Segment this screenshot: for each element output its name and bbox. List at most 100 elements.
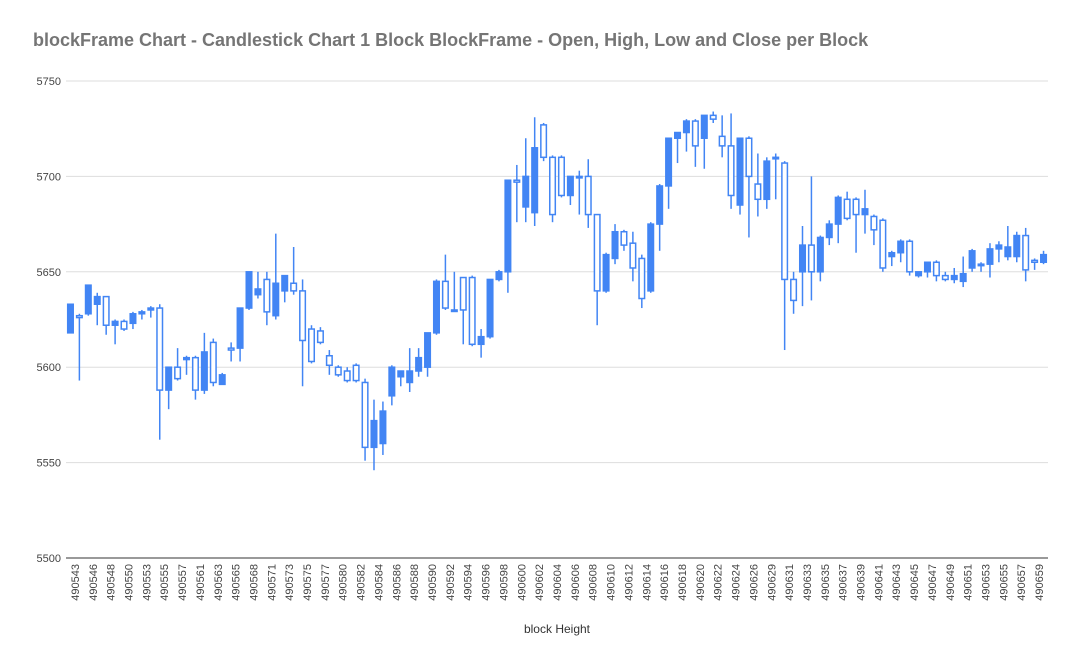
candle-body-rising xyxy=(370,419,378,449)
candle xyxy=(1040,250,1048,265)
candle xyxy=(424,332,432,377)
x-tick-label: 490604 xyxy=(552,564,564,601)
candle xyxy=(120,319,128,331)
candle xyxy=(950,267,958,284)
candle xyxy=(111,319,119,345)
candle xyxy=(691,119,699,167)
candle xyxy=(361,378,369,461)
candle-body-falling xyxy=(361,381,369,449)
candle xyxy=(700,114,708,169)
candle xyxy=(1022,227,1030,282)
candle xyxy=(334,365,342,377)
x-tick-label: 490651 xyxy=(963,564,975,601)
candle xyxy=(870,214,878,246)
x-tick-label: 490624 xyxy=(731,564,743,601)
candle xyxy=(807,176,815,301)
candle xyxy=(379,401,387,455)
candle-body-rising xyxy=(272,282,280,317)
candle xyxy=(798,226,807,307)
candle xyxy=(441,254,449,310)
candle xyxy=(575,170,583,215)
x-tick-label: 490635 xyxy=(820,564,832,601)
candle-body-falling xyxy=(75,314,83,319)
x-tick-label: 490631 xyxy=(784,564,796,601)
candle xyxy=(495,269,503,282)
candle xyxy=(263,271,271,326)
candle xyxy=(834,195,842,244)
candle xyxy=(566,175,574,206)
candle-body-rising xyxy=(566,175,574,197)
candle-body-rising xyxy=(736,137,744,206)
candle xyxy=(906,239,914,276)
candle xyxy=(897,239,905,263)
candle-body-rising xyxy=(763,160,771,201)
candle-body-falling xyxy=(352,364,360,382)
candle-body-falling xyxy=(343,370,351,382)
x-tick-label: 490602 xyxy=(534,564,546,601)
x-tick-label: 490584 xyxy=(373,564,385,601)
candle-body-falling xyxy=(290,282,298,292)
x-tick-label: 490573 xyxy=(284,564,296,601)
candle-body-falling xyxy=(120,320,128,330)
candle xyxy=(343,367,351,383)
x-axis-label: block Height xyxy=(524,622,591,636)
candle-body-rising xyxy=(245,271,253,309)
y-tick-label: 5600 xyxy=(37,362,61,374)
candle xyxy=(66,303,74,334)
x-tick-label: 490616 xyxy=(659,564,671,601)
candle xyxy=(1031,258,1039,270)
x-tick-label: 490612 xyxy=(623,564,635,601)
candle xyxy=(174,348,182,381)
x-tick-label: 490592 xyxy=(445,564,457,601)
x-tick-label: 490550 xyxy=(123,564,135,601)
x-tick-label: 490620 xyxy=(695,564,707,601)
candle xyxy=(165,366,173,410)
candle-body-falling xyxy=(1031,259,1039,264)
candle xyxy=(638,254,646,309)
candle xyxy=(754,153,762,217)
candle xyxy=(183,355,191,375)
candle-body-falling xyxy=(745,137,753,178)
candle-body-rising xyxy=(424,332,432,368)
candle-body-falling xyxy=(620,230,628,246)
x-tick-label: 490588 xyxy=(409,564,421,601)
candle-body-rising xyxy=(834,196,842,225)
candle xyxy=(647,222,655,293)
candle xyxy=(665,137,673,209)
candle xyxy=(682,119,690,152)
x-tick-label: 490555 xyxy=(159,564,171,601)
candle xyxy=(593,213,601,326)
candle-body-rising xyxy=(66,303,74,334)
candles xyxy=(66,111,1048,471)
x-tick-label: 490629 xyxy=(766,564,778,601)
candle xyxy=(995,241,1003,263)
candle-body-falling xyxy=(156,307,164,391)
candle xyxy=(370,399,378,471)
candle-body-rising xyxy=(93,295,101,305)
x-tick-label: 490626 xyxy=(748,564,760,601)
candle-body-falling xyxy=(727,145,735,197)
candle xyxy=(790,271,798,314)
candle xyxy=(540,122,548,162)
candle-body-falling xyxy=(870,215,878,231)
candle-body-rising xyxy=(522,175,530,208)
candle-body-rising xyxy=(388,366,396,397)
candle-body-rising xyxy=(236,307,244,349)
x-tick-label: 490548 xyxy=(106,564,118,601)
candle xyxy=(156,304,164,440)
x-tick-label: 490606 xyxy=(570,564,582,601)
candle xyxy=(236,307,244,362)
candle xyxy=(584,159,592,228)
candle xyxy=(522,138,530,223)
candle-body-falling xyxy=(316,330,324,344)
x-tick-label: 490565 xyxy=(231,564,243,601)
y-tick-label: 5750 xyxy=(37,76,61,88)
candle-body-falling xyxy=(638,257,646,300)
candle-body-rising xyxy=(486,278,494,338)
candle xyxy=(477,329,485,358)
y-tick-label: 5700 xyxy=(37,171,61,183)
candle-body-rising xyxy=(861,208,869,216)
candle xyxy=(709,111,717,123)
candle-body-falling xyxy=(906,240,914,273)
candle xyxy=(915,271,923,278)
